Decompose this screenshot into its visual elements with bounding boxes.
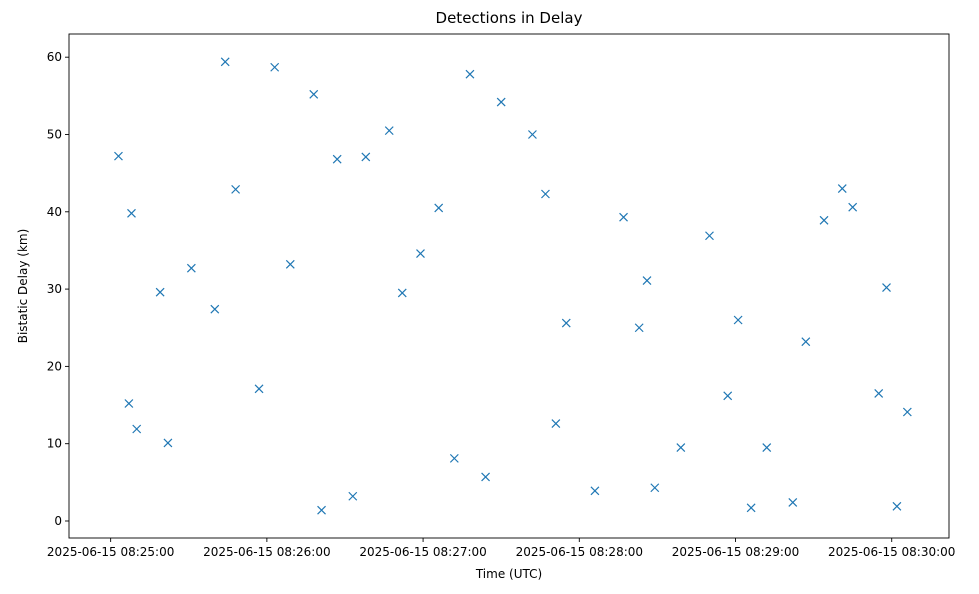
data-point <box>561 318 571 328</box>
data-point <box>186 263 196 273</box>
data-point <box>132 424 142 434</box>
data-point <box>285 259 295 269</box>
data-point <box>619 212 628 222</box>
data-point <box>788 498 798 507</box>
y-tick-label: 50 <box>47 127 62 141</box>
data-point <box>210 304 220 314</box>
data-point <box>348 491 358 501</box>
y-tick-label: 0 <box>54 514 62 528</box>
plot-frame <box>68 33 950 539</box>
data-point <box>676 443 686 452</box>
data-point <box>124 399 134 408</box>
data-point <box>434 203 444 213</box>
y-tick-label: 40 <box>47 205 62 219</box>
data-point <box>270 62 280 72</box>
data-point <box>481 472 490 482</box>
data-point <box>762 443 772 452</box>
data-point <box>496 97 506 107</box>
data-point <box>528 130 537 139</box>
data-point <box>332 154 342 164</box>
y-tick-label: 30 <box>47 282 62 296</box>
data-point <box>127 208 136 218</box>
data-point <box>746 503 756 513</box>
data-point <box>551 419 561 429</box>
data-point <box>449 453 459 463</box>
data-point <box>650 483 660 493</box>
data-point <box>837 184 847 194</box>
x-tick-label: 2025-06-15 08:25:00 <box>47 545 174 559</box>
x-tick-label: 2025-06-15 08:29:00 <box>672 545 799 559</box>
y-tick-label: 20 <box>47 359 62 373</box>
chart-title: Detections in Delay <box>436 9 583 27</box>
x-tick-label: 2025-06-15 08:30:00 <box>828 545 955 559</box>
x-axis-label: Time (UTC) <box>475 567 542 581</box>
data-point <box>254 384 264 394</box>
data-point <box>384 126 394 136</box>
data-point <box>317 505 326 515</box>
y-axis-label: Bistatic Delay (km) <box>16 229 30 344</box>
data-point <box>231 184 241 194</box>
x-tick-label: 2025-06-15 08:28:00 <box>516 545 643 559</box>
data-point <box>163 438 173 448</box>
data-point <box>902 407 912 417</box>
data-point <box>733 315 743 325</box>
data-point <box>642 276 652 286</box>
data-point <box>465 69 475 79</box>
data-point <box>155 287 165 297</box>
x-tick-label: 2025-06-15 08:26:00 <box>203 545 330 559</box>
data-point <box>848 202 858 212</box>
data-point <box>723 391 733 401</box>
axes: 2025-06-15 08:25:00 2025-06-15 08:26:00 20… <box>47 33 955 559</box>
x-tick-label: 2025-06-15 08:27:00 <box>359 545 486 559</box>
data-point <box>634 323 644 333</box>
data-point <box>220 57 230 67</box>
data-point <box>397 288 407 298</box>
data-point <box>309 89 319 99</box>
data-point <box>892 501 902 511</box>
data-point <box>874 389 884 398</box>
data-point <box>801 337 811 347</box>
data-point <box>541 189 550 199</box>
y-tick-label: 10 <box>47 437 62 451</box>
data-point <box>590 486 600 496</box>
y-tick-label: 60 <box>47 50 62 64</box>
data-point <box>416 249 425 258</box>
data-point <box>819 215 829 225</box>
data-points <box>114 57 912 515</box>
data-point <box>114 151 123 161</box>
data-point <box>361 152 371 162</box>
data-point <box>882 283 891 292</box>
data-point <box>705 231 714 241</box>
